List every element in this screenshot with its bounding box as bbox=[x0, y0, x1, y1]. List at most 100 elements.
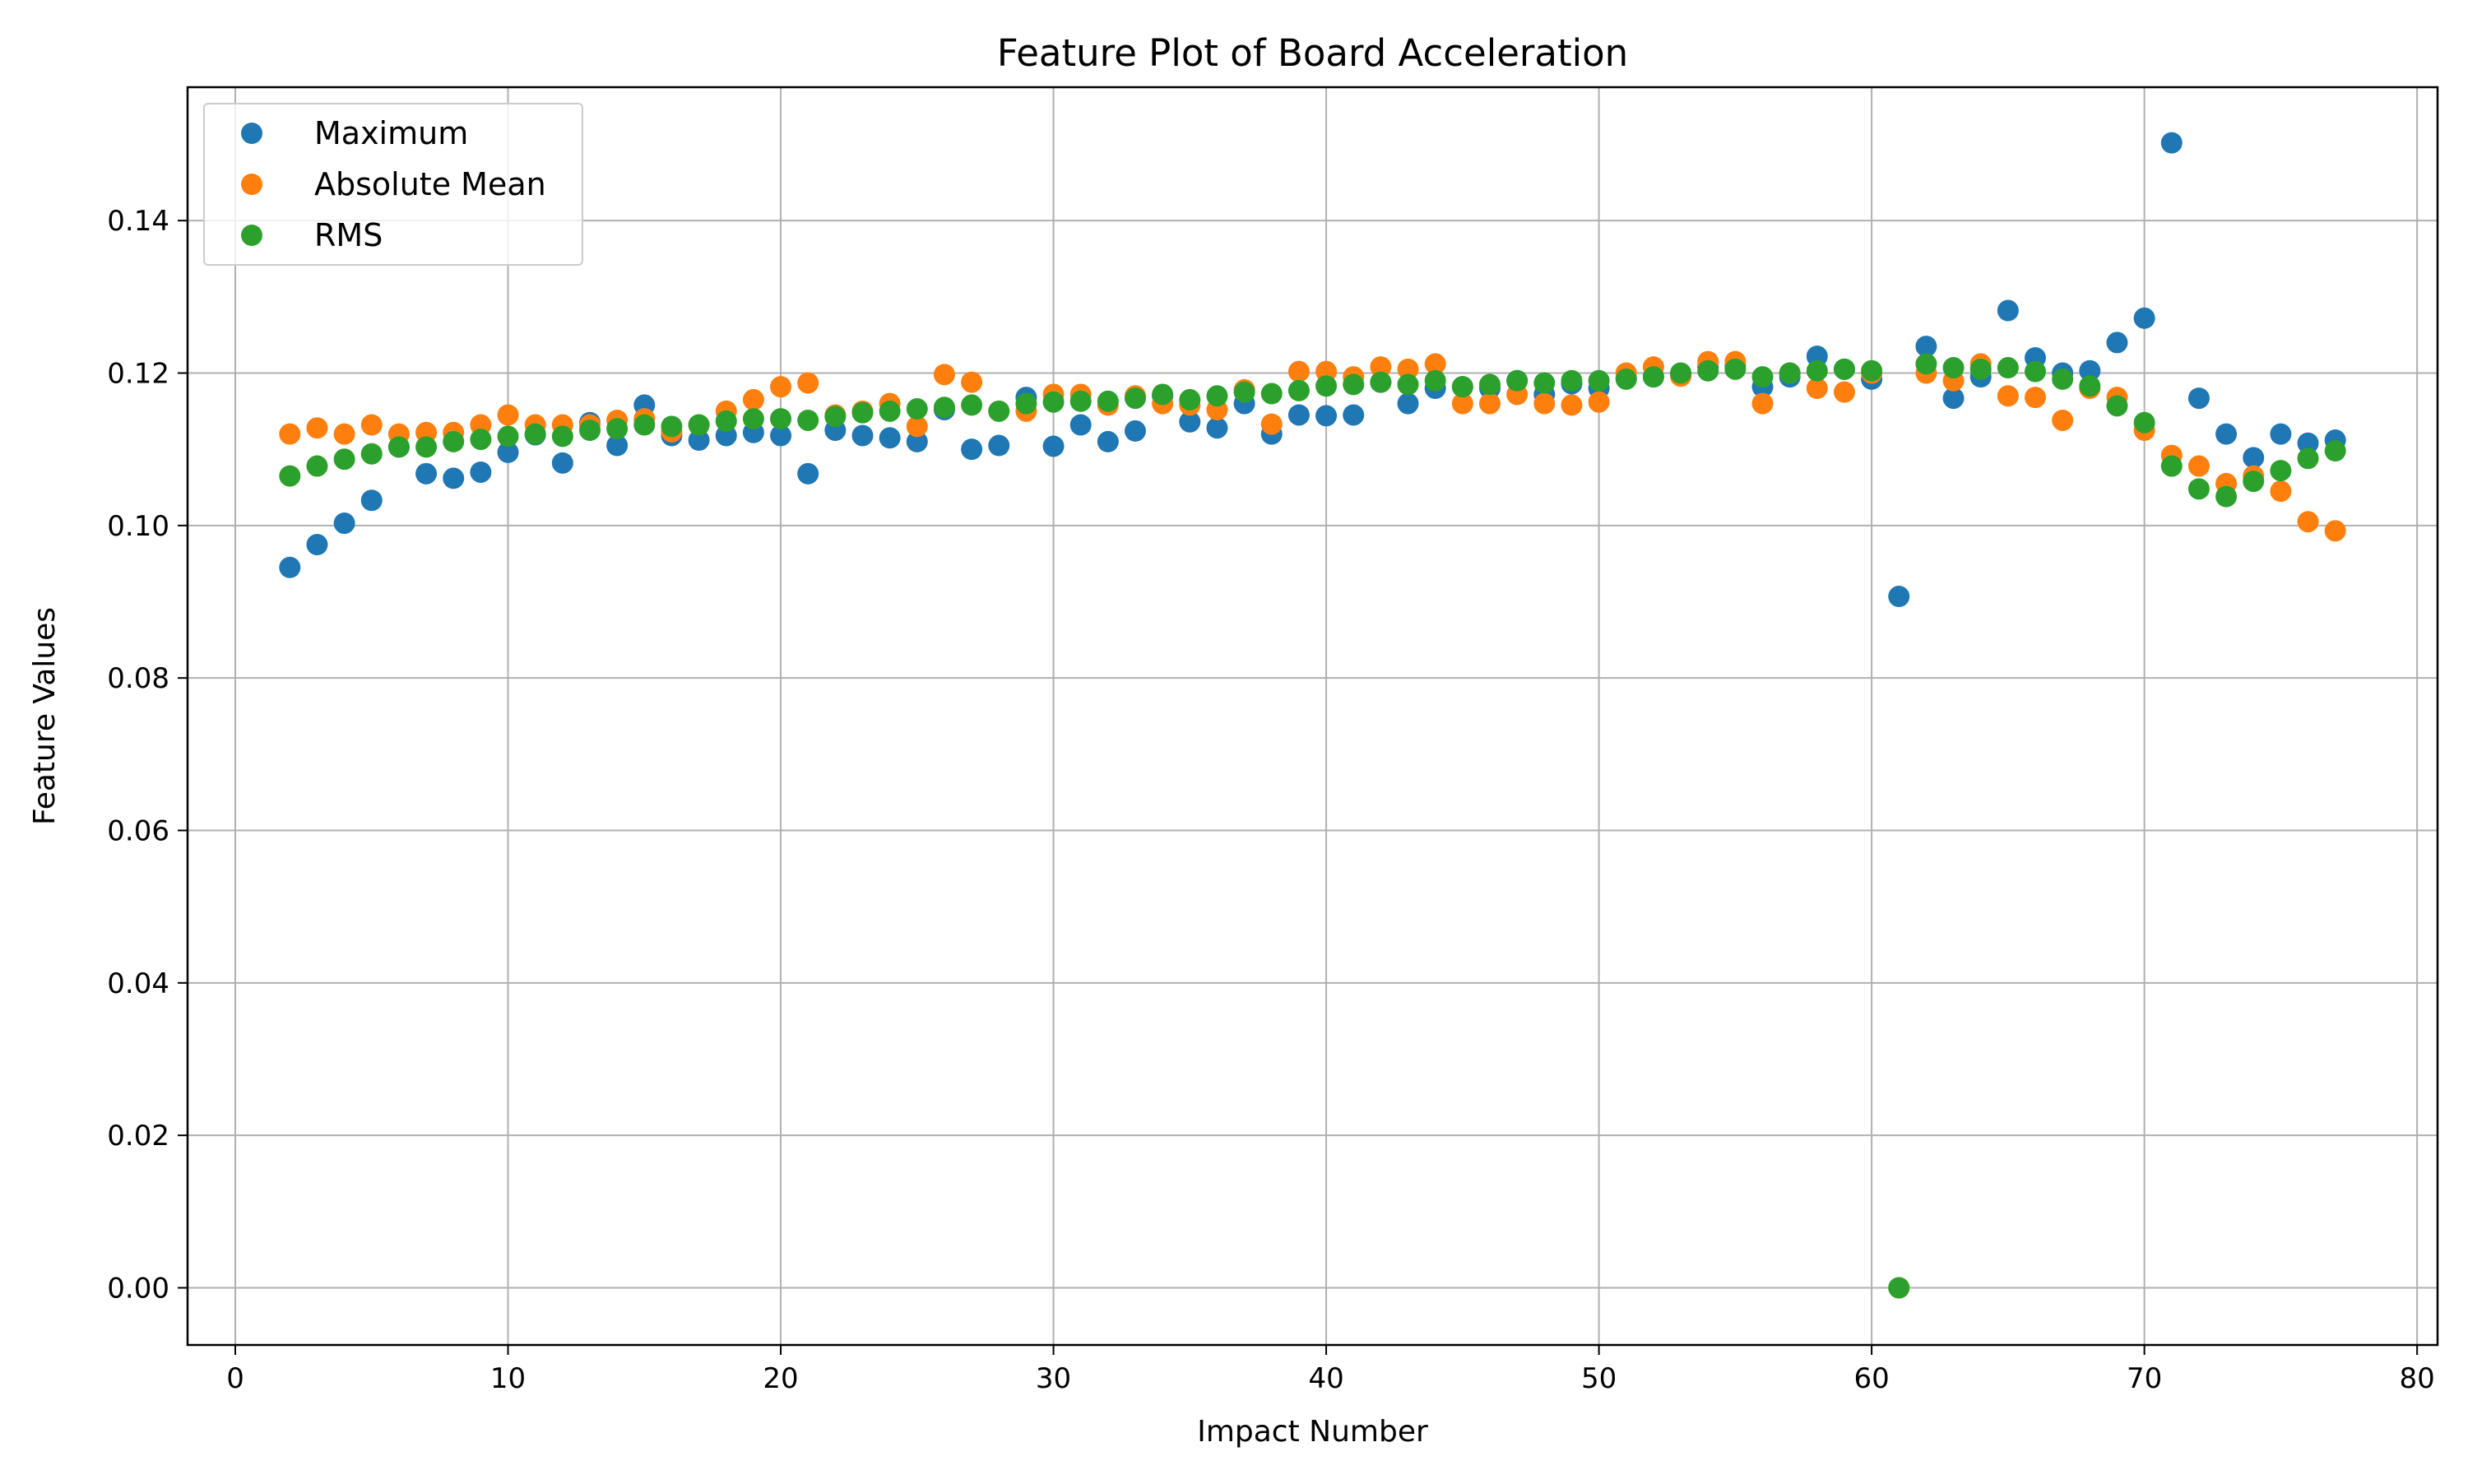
data-point-rms bbox=[443, 430, 465, 452]
legend-label-maximum: Maximum bbox=[314, 115, 468, 151]
data-point-rms bbox=[988, 400, 1010, 422]
data-point-rms bbox=[333, 448, 355, 471]
data-point-maximum bbox=[2133, 307, 2155, 329]
data-point-rms bbox=[2079, 375, 2101, 397]
data-point-rms bbox=[742, 408, 764, 430]
x-tick-label: 30 bbox=[1036, 1362, 1071, 1395]
data-point-maximum bbox=[2160, 132, 2183, 154]
data-point-maximum bbox=[1179, 410, 1201, 433]
data-point-maximum bbox=[2079, 359, 2101, 382]
data-point-maximum bbox=[470, 461, 492, 483]
data-point-rms bbox=[661, 415, 683, 438]
data-point-maximum bbox=[879, 427, 901, 449]
x-tick-label: 60 bbox=[1853, 1362, 1889, 1395]
data-point-absolute-mean bbox=[2324, 520, 2346, 542]
y-tick-label: 0.08 bbox=[107, 662, 169, 695]
legend-marker-maximum bbox=[241, 123, 262, 144]
data-point-rms bbox=[715, 410, 737, 432]
data-point-maximum bbox=[443, 467, 465, 489]
data-point-rms bbox=[1561, 369, 1583, 392]
data-point-maximum bbox=[961, 438, 983, 461]
data-point-maximum bbox=[360, 489, 383, 512]
data-point-rms bbox=[387, 436, 410, 458]
data-point-rms bbox=[2324, 440, 2346, 462]
y-axis-label: Feature Values bbox=[28, 607, 62, 825]
data-point-maximum bbox=[2187, 387, 2210, 410]
legend-box bbox=[203, 103, 583, 266]
data-point-rms bbox=[1206, 385, 1228, 407]
data-point-maximum bbox=[1942, 387, 1965, 410]
data-point-absolute-mean bbox=[1287, 360, 1310, 383]
data-point-rms bbox=[1997, 357, 2019, 379]
data-point-maximum bbox=[2297, 432, 2319, 454]
data-point-rms bbox=[1642, 366, 1664, 388]
data-point-maximum bbox=[333, 512, 355, 535]
data-point-rms bbox=[1588, 369, 1610, 392]
data-point-absolute-mean bbox=[2297, 511, 2319, 533]
data-point-rms bbox=[524, 423, 546, 445]
data-point-absolute-mean bbox=[906, 415, 928, 438]
data-point-rms bbox=[1015, 392, 1037, 415]
y-tick-label: 0.12 bbox=[107, 358, 169, 391]
data-point-absolute-mean bbox=[1833, 381, 1855, 403]
data-point-maximum bbox=[415, 462, 438, 485]
data-point-rms bbox=[1260, 383, 1283, 405]
data-point-rms bbox=[415, 436, 438, 458]
legend-label-absolute-mean: Absolute Mean bbox=[314, 166, 546, 202]
data-point-rms bbox=[1888, 1277, 1910, 1299]
data-point-absolute-mean bbox=[1561, 394, 1583, 416]
data-point-rms bbox=[2052, 368, 2074, 390]
y-tick-label: 0.10 bbox=[107, 510, 169, 543]
data-point-absolute-mean bbox=[1588, 391, 1610, 413]
data-point-rms bbox=[470, 429, 492, 451]
data-point-rms bbox=[1069, 390, 1092, 412]
data-point-maximum bbox=[497, 441, 519, 463]
data-point-absolute-mean bbox=[1751, 392, 1774, 415]
x-tick-label: 70 bbox=[2127, 1362, 2162, 1395]
data-point-absolute-mean bbox=[1478, 392, 1501, 415]
data-point-rms bbox=[1397, 373, 1419, 396]
data-point-absolute-mean bbox=[2270, 480, 2292, 503]
data-point-rms bbox=[1615, 368, 1637, 390]
data-point-rms bbox=[2215, 485, 2238, 508]
data-point-maximum bbox=[1315, 405, 1338, 427]
data-point-rms bbox=[1942, 357, 1965, 379]
data-point-maximum bbox=[1125, 420, 1147, 442]
data-point-maximum bbox=[2215, 423, 2238, 445]
data-point-maximum bbox=[1888, 586, 1910, 608]
data-point-absolute-mean bbox=[279, 423, 301, 445]
data-point-rms bbox=[306, 455, 328, 477]
y-tick-label: 0.04 bbox=[107, 967, 169, 1000]
x-tick-label: 40 bbox=[1308, 1362, 1343, 1395]
data-point-maximum bbox=[797, 462, 819, 485]
chart-title: Feature Plot of Board Acceleration bbox=[997, 31, 1628, 75]
data-point-rms bbox=[906, 398, 928, 420]
data-point-absolute-mean bbox=[961, 371, 983, 393]
x-tick-label: 50 bbox=[1581, 1362, 1617, 1395]
data-point-absolute-mean bbox=[306, 417, 328, 439]
data-point-rms bbox=[1861, 359, 1883, 382]
plot-area-frame bbox=[186, 86, 2439, 1347]
data-point-rms bbox=[1751, 366, 1774, 388]
data-point-rms bbox=[1533, 372, 1556, 394]
data-point-rms bbox=[1370, 371, 1392, 393]
data-point-rms bbox=[961, 394, 983, 416]
x-axis-label: Impact Number bbox=[1197, 1415, 1428, 1449]
data-point-rms bbox=[879, 400, 901, 422]
data-point-maximum bbox=[2243, 447, 2265, 469]
data-point-rms bbox=[1806, 359, 1828, 382]
grid-lines bbox=[188, 87, 2438, 1345]
data-point-absolute-mean bbox=[1397, 358, 1419, 380]
data-point-rms bbox=[1233, 381, 1255, 403]
data-point-rms bbox=[578, 420, 601, 441]
data-point-absolute-mean bbox=[797, 372, 819, 394]
y-tick-label: 0.06 bbox=[107, 815, 169, 848]
data-point-rms bbox=[1724, 358, 1747, 380]
data-point-absolute-mean bbox=[333, 423, 355, 445]
data-point-rms bbox=[1478, 373, 1501, 396]
data-point-absolute-mean bbox=[1451, 392, 1473, 415]
data-point-absolute-mean bbox=[770, 376, 792, 398]
data-point-rms bbox=[360, 443, 383, 465]
y-tick-label: 0.14 bbox=[107, 205, 169, 238]
